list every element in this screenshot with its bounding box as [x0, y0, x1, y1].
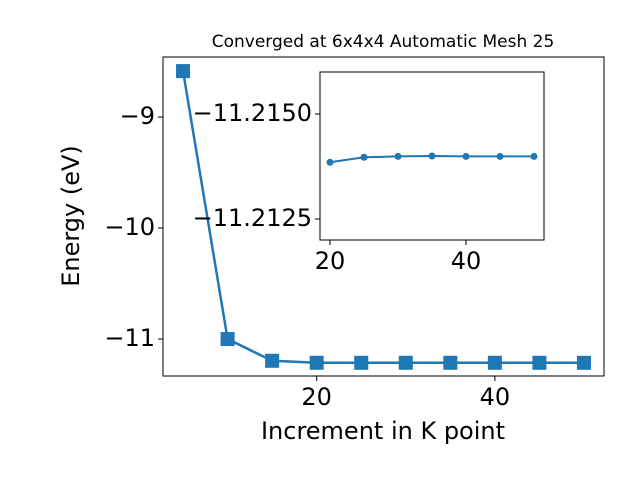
- y-tick-label: −11.2150: [193, 99, 312, 127]
- y-tick-label: −11: [104, 324, 155, 352]
- marker: [496, 152, 504, 160]
- x-tick-label: 40: [451, 247, 482, 275]
- marker: [487, 355, 502, 370]
- marker: [326, 158, 334, 166]
- marker: [462, 152, 470, 160]
- y-tick-label: −9: [120, 102, 155, 130]
- marker: [428, 152, 436, 160]
- marker: [265, 353, 280, 368]
- y-tick-label: −10: [104, 213, 155, 241]
- y-tick-label: −11.2125: [193, 204, 312, 232]
- series-line: [181, 70, 584, 365]
- marker: [394, 152, 402, 160]
- x-axis-label: Increment in K point: [261, 417, 505, 445]
- marker: [398, 355, 413, 370]
- marker: [532, 355, 547, 370]
- marker: [176, 64, 191, 79]
- marker: [220, 332, 235, 347]
- x-tick-label: 40: [480, 383, 511, 411]
- marker: [530, 152, 538, 160]
- marker: [443, 355, 458, 370]
- marker: [309, 355, 324, 370]
- marker: [354, 355, 369, 370]
- chart-title: Converged at 6x4x4 Automatic Mesh 25: [212, 32, 555, 52]
- x-tick-label: 20: [301, 383, 332, 411]
- marker: [576, 355, 591, 370]
- x-tick-label: 20: [315, 247, 346, 275]
- y-axis-label: Energy (eV): [57, 145, 85, 287]
- marker: [360, 153, 368, 161]
